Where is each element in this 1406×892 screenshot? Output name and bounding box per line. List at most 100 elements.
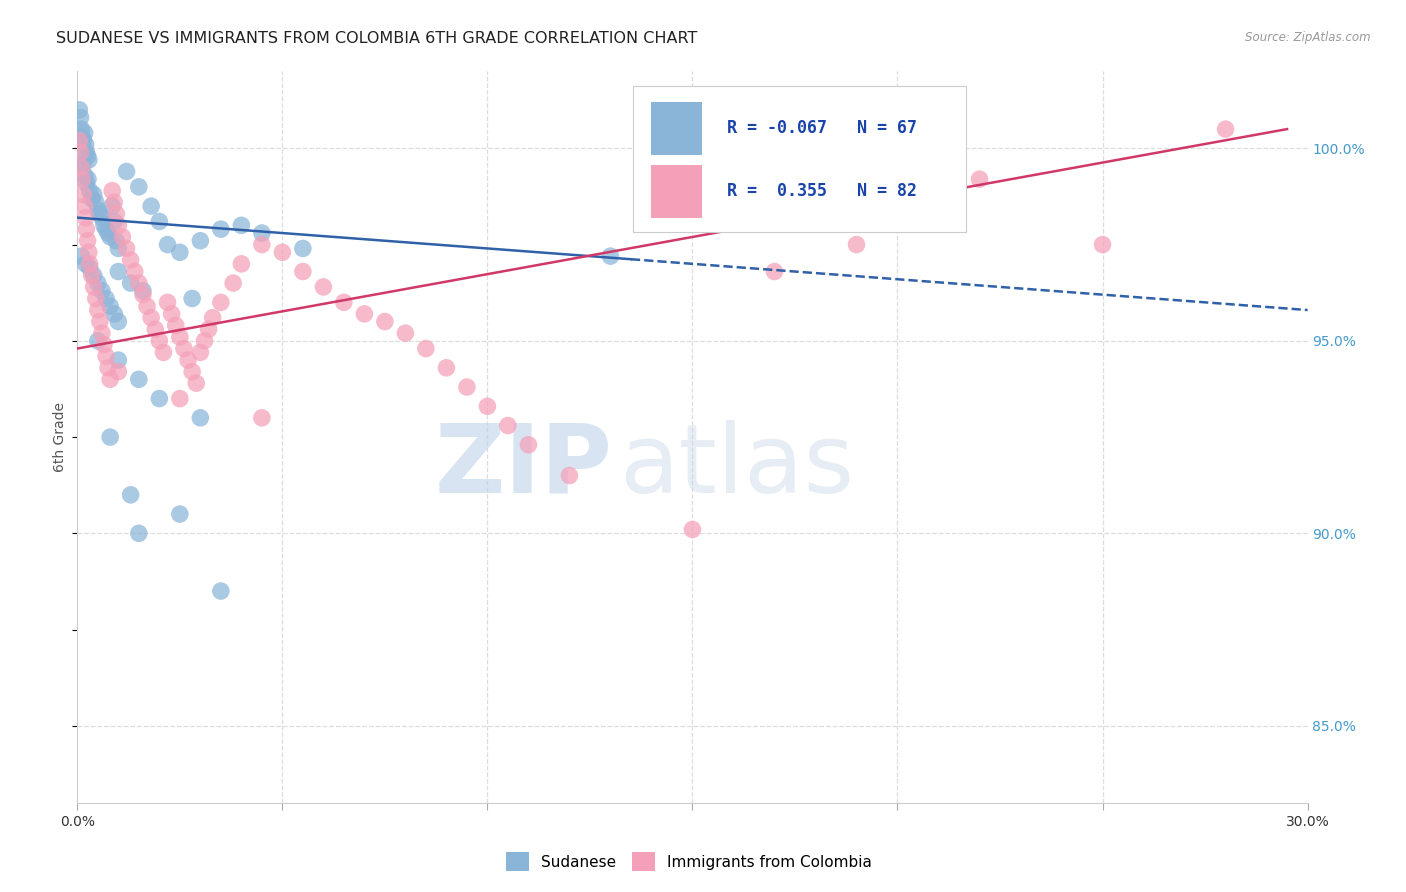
Point [197,322,219,336]
Point [156,237,179,252]
Point [558,468,581,483]
Point [333,295,356,310]
Point [76,149,98,163]
Point [160,307,183,321]
Point [763,264,786,278]
Point [128,276,150,290]
Point [231,257,253,271]
Point [496,418,519,433]
Point [177,353,200,368]
Point [87,202,110,217]
Point [89,207,111,221]
Point [128,179,150,194]
Point [101,199,124,213]
Point [250,237,273,252]
Point [72,134,94,148]
Point [845,237,868,252]
Point [105,207,128,221]
Point [70,122,93,136]
Point [209,295,232,310]
Point [98,230,121,244]
Point [222,276,245,290]
Point [169,245,191,260]
Point [156,295,179,310]
Point [120,488,142,502]
Point [231,219,253,233]
Point [67,103,90,117]
Point [94,349,117,363]
Point [87,303,110,318]
Point [79,260,101,275]
Point [132,287,155,301]
Point [186,376,208,391]
Point [124,264,146,278]
Point [87,334,110,348]
Point [152,345,174,359]
Point [128,526,150,541]
Point [115,164,138,178]
Point [1091,237,1114,252]
Point [107,219,129,233]
Point [75,257,97,271]
Point [80,191,103,205]
Text: R =  0.355   N = 82: R = 0.355 N = 82 [727,182,917,201]
Point [169,507,191,521]
Point [120,252,142,267]
Point [682,523,704,537]
Point [70,249,93,263]
Point [75,137,97,152]
Point [90,284,114,298]
Text: atlas: atlas [619,420,853,513]
Point [250,226,273,240]
Point [69,111,91,125]
Point [77,172,100,186]
Point [886,161,908,175]
Point [90,211,114,225]
Point [98,372,121,386]
Point [97,360,120,375]
Point [107,365,129,379]
Legend: Sudanese, Immigrants from Colombia: Sudanese, Immigrants from Colombia [501,847,877,877]
Point [148,214,170,228]
Point [84,195,107,210]
Point [103,307,125,321]
Point [181,365,204,379]
Point [77,245,100,260]
Point [111,230,134,244]
Point [79,184,101,198]
Point [79,257,101,271]
Point [209,584,232,599]
Point [517,438,540,452]
Point [101,184,124,198]
Point [76,234,98,248]
Point [73,199,96,213]
Point [90,326,114,340]
Y-axis label: 6th Grade: 6th Grade [53,402,67,472]
Point [105,234,128,248]
Point [75,222,97,236]
Point [181,292,204,306]
Point [312,280,335,294]
Point [107,315,129,329]
Point [188,345,212,359]
Point [141,310,163,325]
Text: SUDANESE VS IMMIGRANTS FROM COLOMBIA 6TH GRADE CORRELATION CHART: SUDANESE VS IMMIGRANTS FROM COLOMBIA 6TH… [56,31,697,46]
Point [148,334,170,348]
Point [165,318,187,333]
Point [70,172,93,186]
Point [93,219,115,233]
Point [136,299,159,313]
Point [132,284,155,298]
Point [72,187,94,202]
Point [107,353,129,368]
Point [77,153,100,167]
Point [89,315,111,329]
Point [188,410,212,425]
Point [69,145,91,160]
Point [169,392,191,406]
Point [98,299,121,313]
Point [67,134,90,148]
Point [188,234,212,248]
Point [73,169,96,183]
FancyBboxPatch shape [634,86,966,232]
